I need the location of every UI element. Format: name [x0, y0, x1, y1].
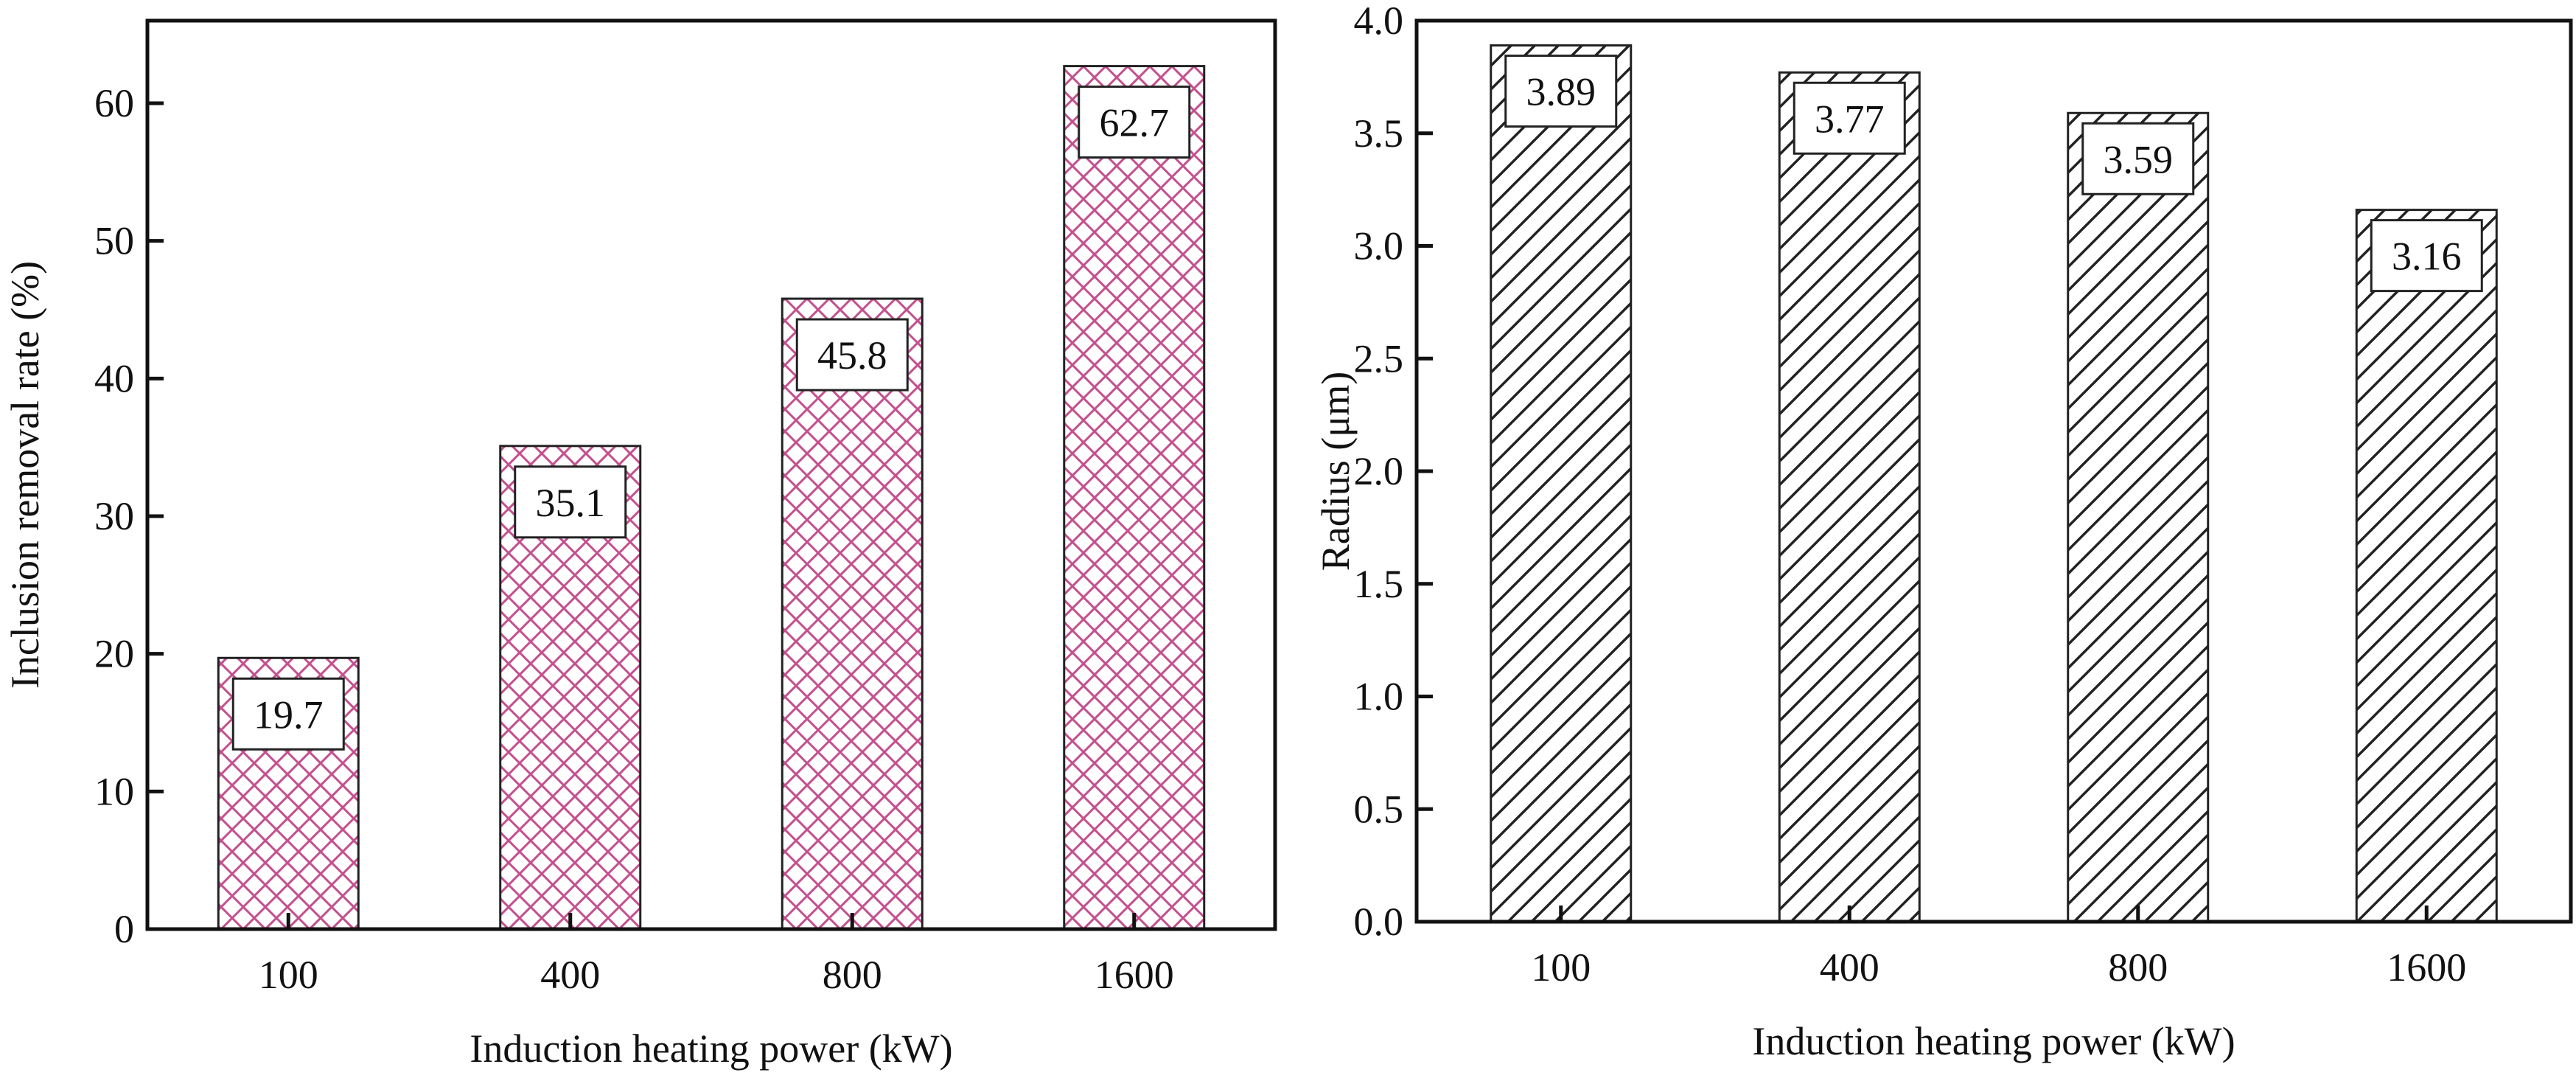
removal-rate-data-label-box: [514, 465, 627, 539]
radius-bar: [2355, 209, 2498, 923]
radius-data-label: 3.89: [1526, 70, 1596, 114]
radius-data-labels: 3.89 3.77 3.59 3.16: [1504, 55, 2483, 293]
removal-rate-data-label: 35.1: [536, 481, 606, 525]
removal-rate-data-label: 19.7: [254, 692, 324, 737]
radius-bar: [1490, 44, 1633, 923]
radius-data-label-box: [2370, 219, 2483, 293]
radius-y-tick-label: 3.5: [1354, 111, 1404, 156]
removal-rate-bar: [781, 297, 924, 931]
radius-bar: [1778, 71, 1921, 923]
radius-x-axis: 100 400 800 1600: [1531, 906, 2466, 990]
removal-rate-bars: [217, 65, 1206, 931]
radius-x-tick-label: 100: [1531, 945, 1591, 990]
removal-rate-y-tick-label: 0: [114, 907, 134, 951]
removal-rate-y-tick-label: 10: [94, 769, 134, 813]
radius-y-axis: 0.0 0.5 1.0 1.5 2.0 2.5 3.0 3.5 4.0: [1354, 0, 1433, 944]
removal-rate-y-axis-title: Inclusion removal rate (%): [3, 261, 47, 689]
removal-rate-x-tick-label: 1600: [1095, 953, 1174, 997]
removal-rate-x-axis-title: Induction heating power (kW): [470, 1026, 952, 1071]
radius-data-label-box: [2081, 122, 2195, 195]
removal-rate-data-label: 45.8: [817, 333, 887, 378]
removal-rate-data-label-box: [1078, 86, 1191, 159]
removal-rate-data-label-box: [231, 677, 345, 751]
radius-y-tick-label: 1.5: [1354, 562, 1404, 606]
removal-rate-plot-frame: [145, 18, 1277, 931]
removal-rate-x-tick-label: 800: [823, 953, 882, 997]
radius-x-tick-label: 1600: [2387, 945, 2466, 990]
removal-rate-data-labels: 19.7 35.1 45.8 62.7: [231, 86, 1191, 751]
radius-bar: [2067, 111, 2210, 923]
radius-y-tick-label: 2.5: [1354, 336, 1404, 380]
radius-y-tick-label: 2.0: [1354, 449, 1404, 493]
removal-rate-data-label-box: [795, 318, 909, 392]
removal-rate-x-tick-label: 100: [259, 953, 318, 997]
radius-y-axis-title: Radius (μm): [1313, 372, 1358, 571]
radius-bars: [1490, 44, 2498, 923]
radius-y-tick-label: 0.5: [1354, 787, 1404, 831]
radius-x-axis-title: Induction heating power (kW): [1752, 1019, 2235, 1063]
removal-rate-y-tick-label: 30: [94, 494, 134, 538]
removal-rate-y-axis: 0 10 20 30 40 50 60: [94, 81, 164, 951]
radius-x-tick-label: 800: [2108, 945, 2168, 990]
removal-rate-y-tick-label: 40: [94, 356, 134, 400]
removal-rate-chart: 19.7 35.1 45.8 62.7 100 400 800 1600 0 10 20 30 40…: [3, 18, 1277, 1071]
removal-rate-y-tick-label: 60: [94, 81, 134, 125]
removal-rate-y-tick-label: 20: [94, 632, 134, 676]
radius-chart: 3.89 3.77 3.59 3.16 100 400 800 1600 0.0 0.5 1.0…: [1313, 0, 2573, 1063]
radius-y-tick-label: 1.0: [1354, 675, 1404, 719]
radius-data-label: 3.16: [2392, 234, 2462, 279]
removal-rate-x-tick-label: 400: [540, 953, 600, 997]
removal-rate-data-label: 62.7: [1100, 101, 1170, 145]
radius-data-label: 3.77: [1815, 97, 1885, 141]
radius-x-tick-label: 400: [1820, 945, 1879, 990]
radius-y-tick-label: 3.0: [1354, 224, 1404, 268]
radius-y-tick-label: 4.0: [1354, 0, 1404, 43]
removal-rate-y-tick-label: 50: [94, 219, 134, 263]
radius-data-label-box: [1793, 81, 1906, 155]
radius-data-label-box: [1504, 55, 1618, 128]
radius-data-label: 3.59: [2104, 137, 2174, 181]
removal-rate-bar: [1063, 65, 1206, 931]
radius-y-tick-label: 0.0: [1354, 900, 1404, 944]
removal-rate-x-axis: 100 400 800 1600: [259, 913, 1174, 997]
